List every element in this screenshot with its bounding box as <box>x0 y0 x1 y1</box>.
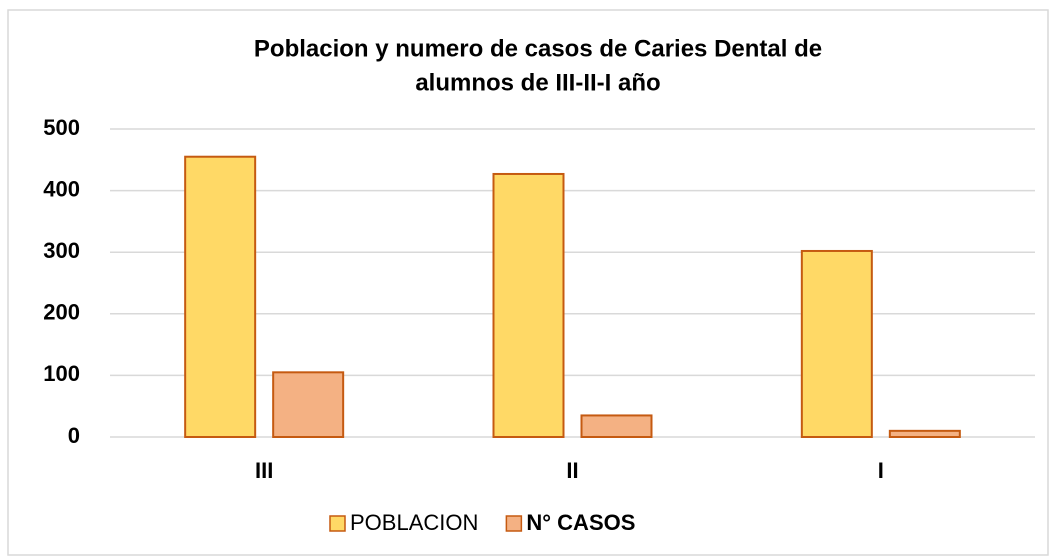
y-tick-label: 300 <box>43 238 80 263</box>
bar <box>888 429 961 438</box>
x-tick-label: III <box>255 458 273 483</box>
bar <box>580 414 653 439</box>
y-tick-label: 0 <box>68 423 80 448</box>
chart-title: Poblacion y numero de casos de Caries De… <box>254 35 822 62</box>
legend-swatch <box>329 515 346 532</box>
bar <box>492 172 565 439</box>
x-tick-label: I <box>878 458 884 483</box>
bar <box>800 249 873 438</box>
y-tick-label: 100 <box>43 361 80 386</box>
y-tick-label: 500 <box>43 115 80 140</box>
y-tick-label: 200 <box>43 300 80 325</box>
y-tick-label: 400 <box>43 176 80 201</box>
legend-label: N° CASOS <box>526 510 635 535</box>
bar <box>184 155 257 438</box>
chart-title: alumnos de III-II-I año <box>415 69 660 96</box>
legend-label: POBLACION <box>350 510 478 535</box>
legend-swatch <box>505 515 523 532</box>
bar <box>272 371 345 439</box>
x-tick-label: II <box>566 458 578 483</box>
